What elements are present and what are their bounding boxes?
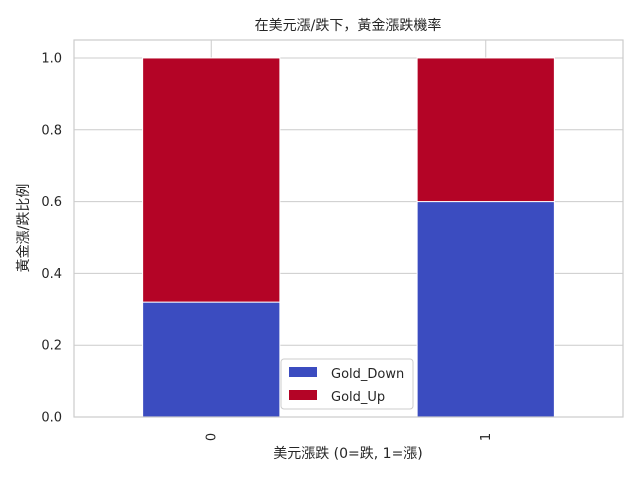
y-tick-label: 0.2	[41, 339, 62, 354]
bar-gold-up-1	[416, 57, 555, 203]
legend-label-gold-up: Gold_Up	[331, 390, 385, 405]
y-tick-label: 0.4	[41, 267, 62, 282]
bar-gold-down-0	[142, 301, 281, 418]
chart-title: 在美元漲/跌下，黃金漲跌機率	[255, 17, 442, 34]
bars	[142, 57, 555, 418]
bar-gold-up-0	[142, 57, 281, 303]
x-tick-label: 1	[479, 433, 494, 441]
legend-label-gold-down: Gold_Down	[331, 367, 404, 382]
y-axis-label: 黃金漲/跌比例	[16, 184, 32, 273]
plot-frame	[73, 39, 624, 418]
y-tick-label: 0.0	[41, 411, 62, 426]
y-tick-label: 0.8	[41, 123, 62, 138]
legend-swatch-gold-down	[289, 367, 317, 377]
x-tick-label: 0	[204, 433, 219, 441]
bar-gold-down-1	[416, 201, 555, 418]
y-tick-label: 1.0	[41, 51, 62, 66]
legend: Gold_Down Gold_Up	[280, 358, 414, 410]
legend-swatch-gold-up	[289, 390, 317, 400]
x-axis-label: 美元漲跌 (0=跌, 1=漲)	[273, 446, 423, 462]
y-tick-label: 0.6	[41, 195, 62, 210]
tick-labels: 0.0 0.2 0.4 0.6 0.8 1.0 0 1	[41, 51, 493, 441]
